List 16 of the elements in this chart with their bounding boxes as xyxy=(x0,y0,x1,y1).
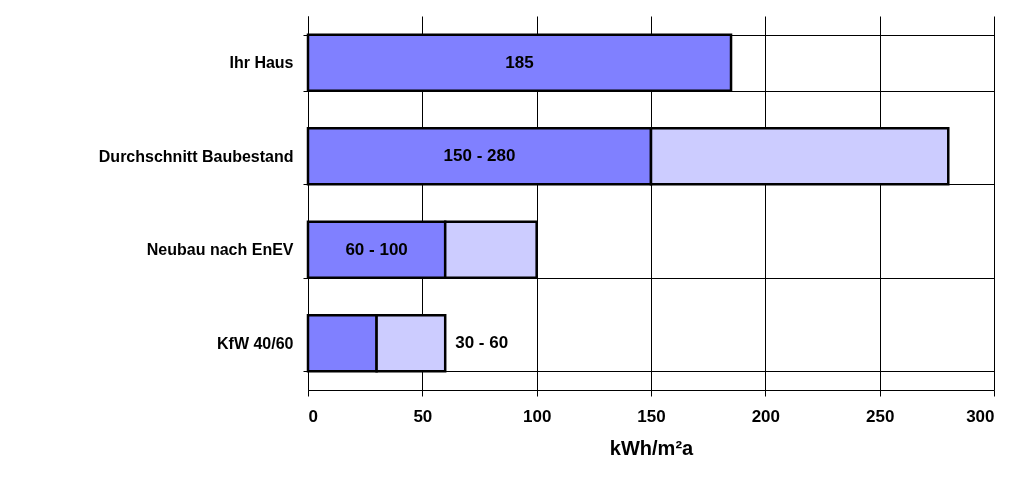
x-tick-label: 250 xyxy=(865,406,895,426)
y-tick-label: Neubau nach EnEV xyxy=(146,241,294,259)
y-tick-label: Durchschnitt Baubestand xyxy=(98,147,294,165)
x-tick-label: 300 xyxy=(966,406,995,426)
y-tick-label: KfW 40/60 xyxy=(217,334,294,352)
data-label: 30 - 60 xyxy=(455,333,509,353)
data-label: 150 - 280 xyxy=(443,146,516,166)
data-label: 60 - 100 xyxy=(345,239,408,259)
x-axis-title: kWh/m²a xyxy=(609,436,695,459)
x-tick-label: 50 xyxy=(413,406,433,426)
y-tick-label: Ihr Haus xyxy=(229,54,294,72)
x-tick-label: 150 xyxy=(637,406,666,426)
x-tick-label: 0 xyxy=(308,406,318,426)
x-tick-label: 200 xyxy=(751,406,781,426)
data-label: 185 xyxy=(505,52,534,72)
x-tick-label: 100 xyxy=(522,406,552,426)
